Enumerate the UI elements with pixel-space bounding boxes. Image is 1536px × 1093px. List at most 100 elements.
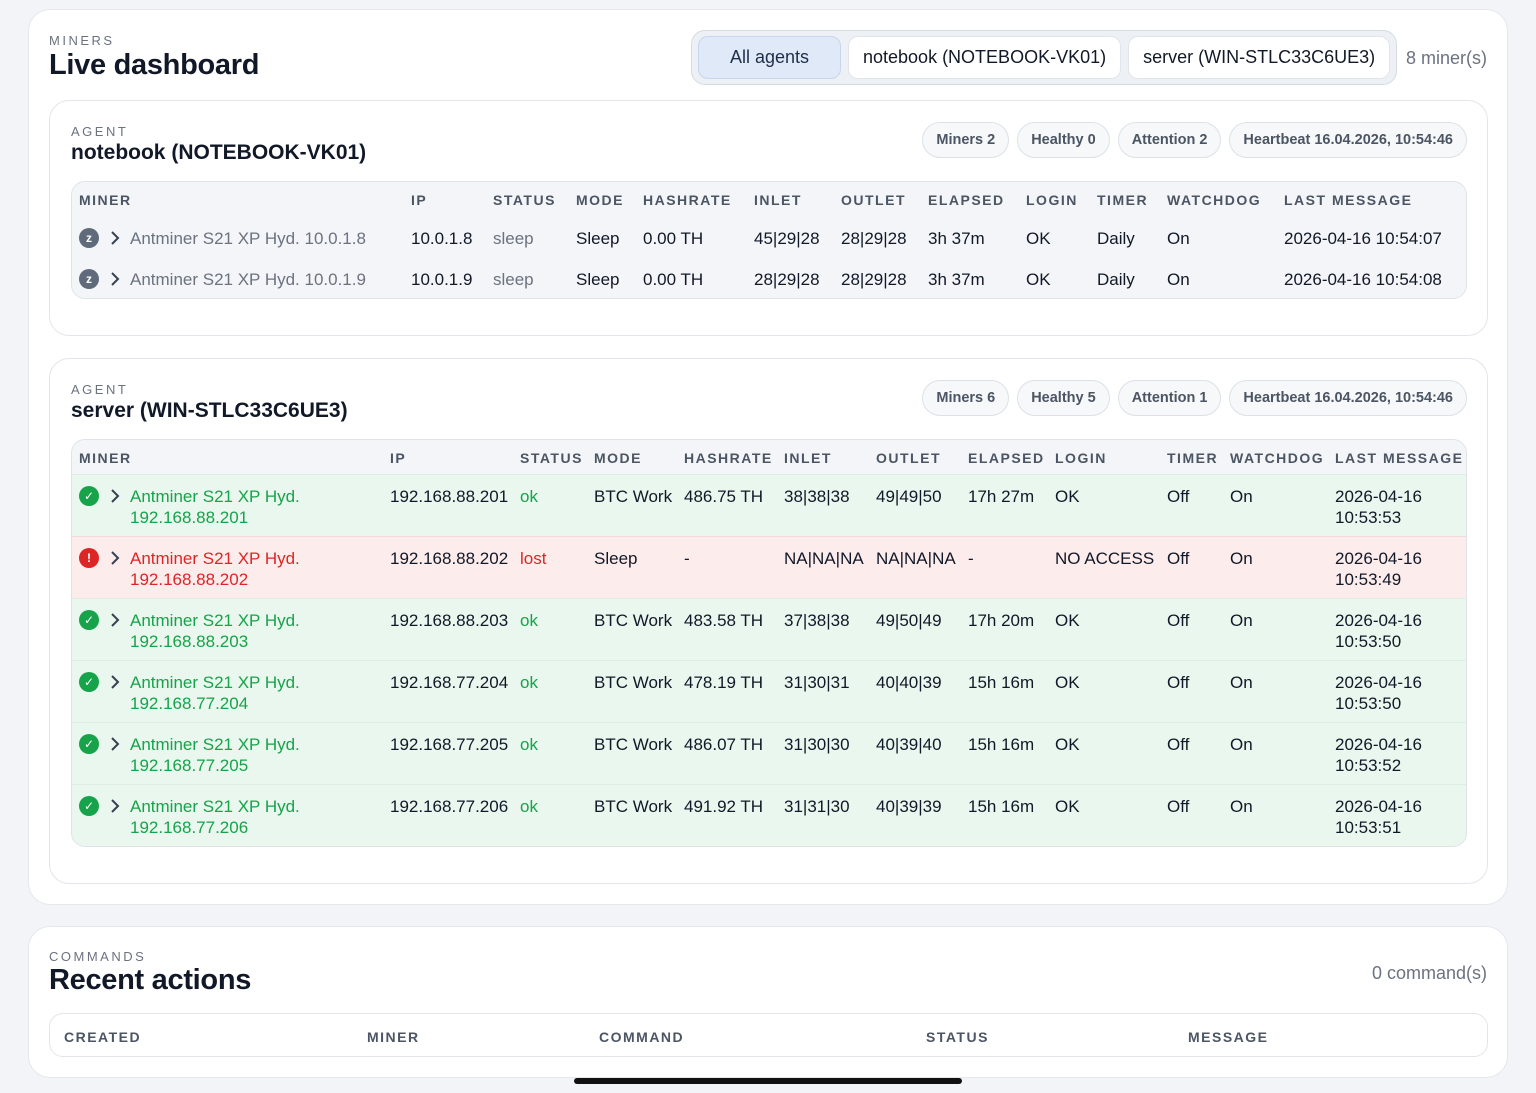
filter-all-agents[interactable]: All agents <box>698 36 841 79</box>
home-indicator[interactable] <box>574 1078 962 1084</box>
timer: Off <box>1167 487 1190 506</box>
agent-name: notebook (NOTEBOOK-VK01) <box>71 141 367 164</box>
col-command[interactable]: COMMAND <box>599 1029 685 1045</box>
agent-name: server (WIN-STLC33C6UE3) <box>71 399 348 422</box>
col-inlet[interactable]: INLET <box>754 192 802 208</box>
col-hashrate[interactable]: HASHRATE <box>643 192 732 208</box>
page-title: Live dashboard <box>49 49 260 81</box>
col-status[interactable]: STATUS <box>520 450 583 466</box>
attention-pill: Attention 1 <box>1117 380 1222 416</box>
check-icon: ✓ <box>79 672 99 692</box>
chevron-right-icon[interactable] <box>109 269 121 289</box>
table-row[interactable]: ! Antminer S21 XP Hyd. 192.168.88.202 192… <box>72 536 1466 598</box>
miner-table: MINER IP STATUS MODE HASHRATE INLET OUTL… <box>71 439 1467 847</box>
miner-name[interactable]: Antminer S21 XP Hyd. 192.168.88.201 <box>130 487 300 527</box>
col-watchdog[interactable]: WATCHDOG <box>1230 450 1325 466</box>
elapsed: 17h 20m <box>968 611 1035 630</box>
miners-panel: MINERS Live dashboard All agents noteboo… <box>28 9 1508 905</box>
table-row[interactable]: ✓ Antminer S21 XP Hyd. 192.168.77.206 192… <box>72 784 1466 846</box>
chevron-right-icon[interactable] <box>109 734 121 754</box>
timer: Daily <box>1097 229 1135 248</box>
timer: Off <box>1167 797 1190 816</box>
commands-eyebrow: COMMANDS <box>49 949 147 964</box>
miner-name[interactable]: Antminer S21 XP Hyd. 192.168.77.205 <box>130 735 300 775</box>
col-last-message[interactable]: LAST MESSAGE <box>1284 192 1413 208</box>
col-miner[interactable]: MINER <box>79 192 132 208</box>
table-row[interactable]: z Antminer S21 XP Hyd. 10.0.1.9 10.0.1.9… <box>72 258 1466 298</box>
col-elapsed[interactable]: ELAPSED <box>968 450 1045 466</box>
filter-server[interactable]: server (WIN-STLC33C6UE3) <box>1128 36 1391 79</box>
col-mode[interactable]: MODE <box>576 192 624 208</box>
col-hashrate[interactable]: HASHRATE <box>684 450 773 466</box>
miner-name[interactable]: Antminer S21 XP Hyd. 192.168.88.203 <box>130 611 300 651</box>
miner-name[interactable]: Antminer S21 XP Hyd. 10.0.1.8 <box>130 229 366 248</box>
miner-name[interactable]: Antminer S21 XP Hyd. 10.0.1.9 <box>130 270 366 289</box>
commands-table: CREATED MINER COMMAND STATUS MESSAGE <box>49 1013 1488 1057</box>
col-created[interactable]: CREATED <box>64 1029 142 1045</box>
col-ip[interactable]: IP <box>411 192 428 208</box>
col-elapsed[interactable]: ELAPSED <box>928 192 1005 208</box>
agent-eyebrow: AGENT <box>71 382 129 397</box>
chevron-right-icon[interactable] <box>109 672 121 692</box>
watchdog: On <box>1230 487 1253 506</box>
filter-notebook[interactable]: notebook (NOTEBOOK-VK01) <box>848 36 1122 79</box>
col-outlet[interactable]: OUTLET <box>841 192 906 208</box>
col-miner[interactable]: MINER <box>367 1029 420 1045</box>
table-header: MINER IP STATUS MODE HASHRATE INLET OUTL… <box>72 440 1466 474</box>
col-last-message[interactable]: LAST MESSAGE <box>1335 450 1464 466</box>
last-message: 2026-04-16 10:54:08 <box>1284 270 1442 289</box>
watchdog: On <box>1230 673 1253 692</box>
timer: Off <box>1167 673 1190 692</box>
col-status[interactable]: STATUS <box>926 1029 989 1045</box>
last-message: 2026-04-16 10:53:50 <box>1335 673 1422 713</box>
table-row[interactable]: ✓ Antminer S21 XP Hyd. 192.168.77.205 192… <box>72 722 1466 784</box>
status: sleep <box>493 229 534 248</box>
mode: BTC Work <box>594 611 673 630</box>
hashrate: 0.00 TH <box>643 229 704 248</box>
agent-stats: Miners 2 Healthy 0 Attention 2 Heartbeat… <box>922 122 1467 158</box>
chevron-right-icon[interactable] <box>109 610 121 630</box>
col-miner[interactable]: MINER <box>79 450 132 466</box>
col-login[interactable]: LOGIN <box>1026 192 1078 208</box>
col-inlet[interactable]: INLET <box>784 450 832 466</box>
miner-name[interactable]: Antminer S21 XP Hyd. 192.168.77.206 <box>130 797 300 837</box>
col-timer[interactable]: TIMER <box>1097 192 1149 208</box>
col-login[interactable]: LOGIN <box>1055 450 1107 466</box>
sleep-icon: z <box>79 269 99 289</box>
miner-name[interactable]: Antminer S21 XP Hyd. 192.168.88.202 <box>130 549 300 589</box>
hashrate: 0.00 TH <box>643 270 704 289</box>
inlet: 45|29|28 <box>754 229 820 248</box>
miner-name[interactable]: Antminer S21 XP Hyd. 192.168.77.204 <box>130 673 300 713</box>
chevron-right-icon[interactable] <box>109 548 121 568</box>
chevron-right-icon[interactable] <box>109 486 121 506</box>
col-watchdog[interactable]: WATCHDOG <box>1167 192 1262 208</box>
status: ok <box>520 673 538 692</box>
table-row[interactable]: z Antminer S21 XP Hyd. 10.0.1.8 10.0.1.8… <box>72 216 1466 258</box>
col-status[interactable]: STATUS <box>493 192 556 208</box>
table-row[interactable]: ✓ Antminer S21 XP Hyd. 192.168.88.201 192… <box>72 474 1466 536</box>
table-row[interactable]: ✓ Antminer S21 XP Hyd. 192.168.77.204 192… <box>72 660 1466 722</box>
sleep-icon: z <box>79 228 99 248</box>
col-ip[interactable]: IP <box>390 450 407 466</box>
inlet: 38|38|38 <box>784 487 850 506</box>
chevron-right-icon[interactable] <box>109 228 121 248</box>
col-message[interactable]: MESSAGE <box>1188 1029 1269 1045</box>
table-row[interactable]: ✓ Antminer S21 XP Hyd. 192.168.88.203 192… <box>72 598 1466 660</box>
watchdog: On <box>1167 270 1190 289</box>
timer: Daily <box>1097 270 1135 289</box>
table-header: MINER IP STATUS MODE HASHRATE INLET OUTL… <box>72 182 1466 216</box>
hashrate: 478.19 TH <box>684 673 764 692</box>
status: sleep <box>493 270 534 289</box>
mode: BTC Work <box>594 487 673 506</box>
outlet: 49|49|50 <box>876 487 942 506</box>
status: lost <box>520 549 547 568</box>
hashrate: 486.07 TH <box>684 735 764 754</box>
col-mode[interactable]: MODE <box>594 450 642 466</box>
col-outlet[interactable]: OUTLET <box>876 450 941 466</box>
watchdog: On <box>1230 549 1253 568</box>
elapsed: - <box>968 549 974 568</box>
watchdog: On <box>1230 735 1253 754</box>
check-icon: ✓ <box>79 610 99 630</box>
chevron-right-icon[interactable] <box>109 796 121 816</box>
col-timer[interactable]: TIMER <box>1167 450 1219 466</box>
